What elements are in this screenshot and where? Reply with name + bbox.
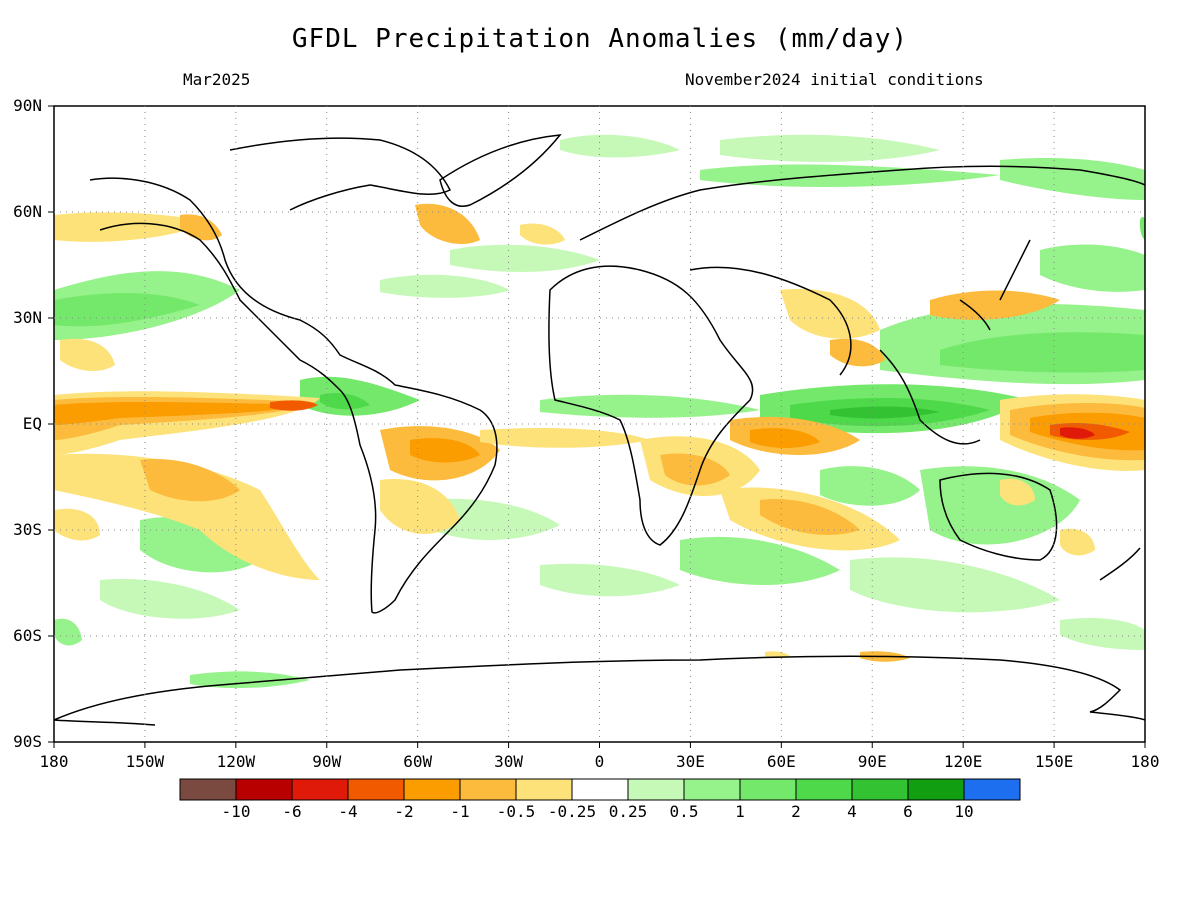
colorbar-swatch [683, 778, 741, 801]
colorbar-swatch [627, 778, 685, 801]
graticule [54, 106, 1145, 742]
colorbar-label: -6 [282, 802, 302, 821]
colorbar-label: 10 [954, 802, 974, 821]
colorbar-swatch [515, 778, 573, 801]
colorbar-swatch [291, 778, 349, 801]
colorbar-label: -1 [450, 802, 470, 821]
positive-anomaly-areas [54, 134, 1145, 689]
lon-label: 0 [594, 752, 605, 771]
lon-label: 30W [494, 752, 524, 771]
lon-label: 90W [312, 752, 342, 771]
colorbar-label: -0.5 [496, 802, 536, 821]
lat-label: 90S [13, 732, 42, 751]
lon-label: 90E [857, 752, 887, 771]
lon-label: 120E [943, 752, 983, 771]
colorbar-label: -0.25 [547, 802, 597, 821]
negative-anomaly-areas [54, 203, 1145, 662]
lon-label: 180 [1130, 752, 1160, 771]
colorbar-label: 2 [791, 802, 801, 821]
lon-label: 180 [39, 752, 69, 771]
coastlines [54, 134, 1145, 726]
lon-label: 150E [1034, 752, 1074, 771]
colorbar-swatch [571, 778, 629, 801]
lat-label: 30N [13, 308, 42, 327]
axis-ticks [48, 105, 1146, 748]
colorbar-swatch [179, 778, 237, 801]
lon-label: 60W [403, 752, 433, 771]
colorbar-swatch [459, 778, 517, 801]
colorbar [179, 778, 1021, 801]
lon-label: 150W [125, 752, 165, 771]
lat-label: EQ [22, 414, 42, 433]
map-title: GFDL Precipitation Anomalies (mm/day) [291, 24, 909, 54]
colorbar-label: -2 [394, 802, 414, 821]
colorbar-swatch [851, 778, 909, 801]
initial-conditions-label: November2024 initial conditions [685, 70, 984, 89]
colorbar-swatch [907, 778, 965, 801]
lon-label: 30E [675, 752, 705, 771]
colorbar-label: 0.5 [669, 802, 699, 821]
anomaly-field [54, 134, 1145, 689]
colorbar-label: 1 [735, 802, 745, 821]
colorbar-swatch [739, 778, 797, 801]
colorbar-label: 4 [847, 802, 857, 821]
colorbar-swatch [235, 778, 293, 801]
lat-label: 60N [13, 202, 42, 221]
colorbar-swatch [795, 778, 853, 801]
colorbar-swatch [347, 778, 405, 801]
valid-month-label: Mar2025 [183, 70, 251, 89]
colorbar-label: -4 [338, 802, 358, 821]
colorbar-label: 0.25 [608, 802, 648, 821]
colorbar-swatch [403, 778, 461, 801]
lat-label: 30S [13, 520, 42, 539]
colorbar-label: 6 [903, 802, 913, 821]
lon-label: 60E [766, 752, 796, 771]
colorbar-label: -10 [221, 802, 251, 821]
lat-label: 60S [13, 626, 42, 645]
colorbar-swatch [963, 778, 1021, 801]
lat-label: 90N [13, 96, 42, 115]
lon-label: 120W [216, 752, 256, 771]
